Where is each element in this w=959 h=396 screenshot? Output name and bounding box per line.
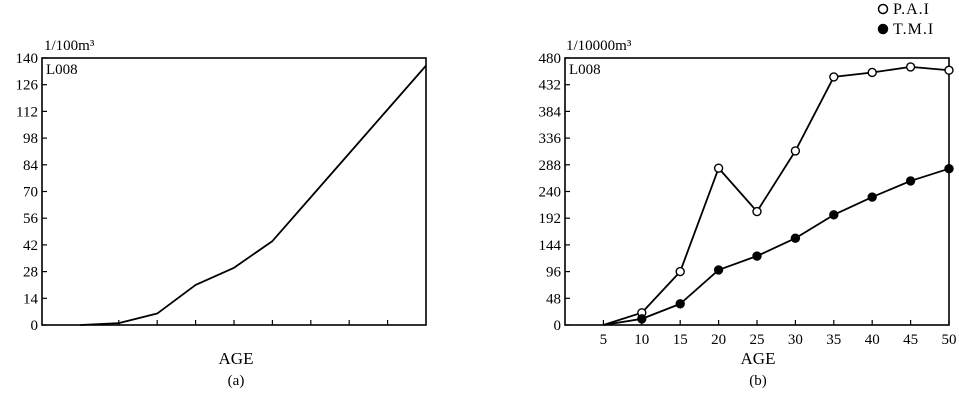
chart-b: 1/10000m³ L008 0 48 96 144 192 240 288 336 384 43… bbox=[539, 1, 957, 389]
y-tick-label: 336 bbox=[539, 131, 562, 147]
data-point-tmi bbox=[867, 192, 877, 202]
chart-b-legend: P.A.I T.M.I bbox=[877, 1, 934, 38]
y-tick-label: 14 bbox=[23, 291, 39, 307]
chart-b-caption: (b) bbox=[749, 373, 767, 389]
data-point-pai bbox=[905, 62, 916, 72]
series-line-pai bbox=[603, 66, 950, 326]
x-tick-label: 20 bbox=[711, 332, 726, 348]
data-point-tmi bbox=[752, 251, 762, 261]
chart-a-code-label: L008 bbox=[46, 62, 78, 78]
data-point-tmi bbox=[637, 314, 647, 324]
chart-a-x-axis-title: AGE bbox=[219, 349, 254, 368]
chart-a-caption: (a) bbox=[228, 373, 245, 389]
chart-a-series bbox=[80, 65, 427, 326]
y-tick-label: 432 bbox=[539, 78, 562, 94]
y-tick-label: 98 bbox=[23, 131, 38, 147]
x-tick-label: 30 bbox=[788, 332, 803, 348]
x-tick-label: 5 bbox=[600, 332, 608, 348]
data-point-tmi bbox=[713, 265, 724, 275]
y-tick-label: 384 bbox=[539, 104, 562, 120]
chart-a-frame bbox=[41, 57, 427, 326]
data-point-tmi bbox=[675, 299, 685, 309]
legend-label: P.A.I bbox=[893, 1, 930, 18]
y-tick-label: 192 bbox=[539, 211, 562, 227]
y-tick-label: 0 bbox=[31, 318, 39, 334]
chart-b-unit-label: 1/10000m³ bbox=[566, 38, 632, 54]
data-point-pai bbox=[790, 146, 801, 156]
legend-marker bbox=[877, 23, 889, 35]
data-point-pai bbox=[752, 206, 762, 217]
y-tick-label: 48 bbox=[546, 291, 561, 307]
data-point-pai bbox=[675, 266, 685, 277]
y-tick-label: 140 bbox=[16, 51, 39, 67]
chart-b-y-axis: 0 48 96 144 192 240 288 336 384 432 480 bbox=[539, 51, 570, 334]
chart-b-code-label: L008 bbox=[569, 62, 601, 78]
y-tick-label: 288 bbox=[539, 158, 562, 174]
chart-a-y-axis: 0 14 28 42 56 70 84 98 112 126 140 bbox=[16, 51, 47, 334]
x-tick-label: 15 bbox=[673, 332, 688, 348]
chart-b-x-axis-title: AGE bbox=[741, 349, 776, 368]
y-tick-label: 96 bbox=[546, 265, 562, 281]
data-point-tmi bbox=[944, 163, 954, 174]
chart-b-series bbox=[603, 62, 954, 326]
data-point-pai bbox=[867, 67, 877, 78]
chart-a-unit-label: 1/100m³ bbox=[44, 38, 95, 54]
y-tick-label: 240 bbox=[539, 185, 562, 201]
y-tick-label: 126 bbox=[16, 78, 39, 94]
y-tick-label: 70 bbox=[23, 185, 38, 201]
y-tick-label: 144 bbox=[539, 238, 562, 254]
data-point-tmi bbox=[905, 176, 916, 186]
x-tick-label: 45 bbox=[903, 332, 918, 348]
x-tick-label: 50 bbox=[942, 332, 957, 348]
series-line-tmi bbox=[603, 167, 950, 326]
legend-label: T.M.I bbox=[893, 21, 934, 38]
y-tick-label: 56 bbox=[23, 211, 39, 227]
chart-b-x-axis: 5 10 15 20 25 30 35 40 45 50 bbox=[600, 320, 957, 348]
x-tick-label: 25 bbox=[750, 332, 765, 348]
x-tick-label: 10 bbox=[634, 332, 649, 348]
chart-b-frame bbox=[564, 57, 950, 326]
y-tick-label: 0 bbox=[554, 318, 562, 334]
data-point-pai bbox=[829, 72, 839, 82]
y-tick-label: 480 bbox=[539, 51, 562, 67]
series-line-1 bbox=[80, 65, 427, 326]
y-tick-label: 112 bbox=[16, 104, 38, 120]
chart-a: 1/100m³ L008 0 14 28 42 56 70 84 98 112 126 140 AG… bbox=[16, 38, 427, 389]
data-point-pai bbox=[944, 65, 954, 75]
y-tick-label: 84 bbox=[23, 158, 39, 174]
y-tick-label: 28 bbox=[23, 265, 38, 281]
data-point-tmi bbox=[829, 210, 839, 220]
y-tick-label: 42 bbox=[23, 238, 38, 254]
legend-marker bbox=[877, 3, 889, 15]
data-point-tmi bbox=[790, 233, 801, 243]
data-point-pai bbox=[713, 163, 724, 173]
x-tick-label: 35 bbox=[826, 332, 841, 348]
x-tick-label: 40 bbox=[865, 332, 880, 348]
